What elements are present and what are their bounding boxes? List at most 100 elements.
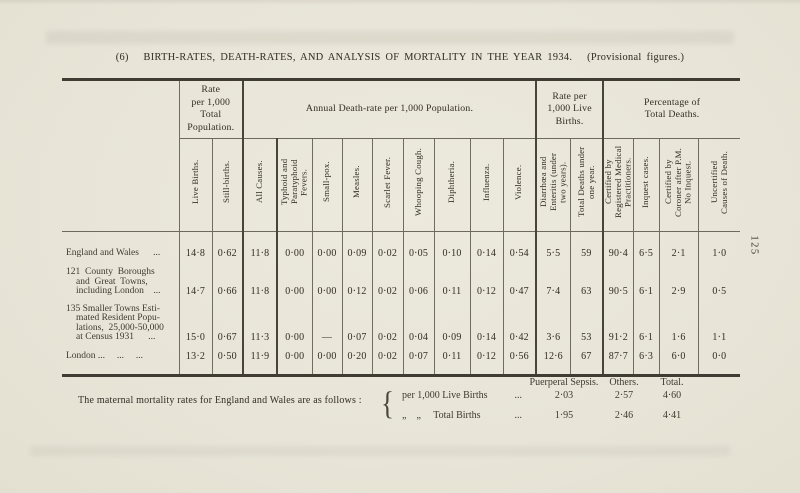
footnote-col-header-others: Others. <box>609 377 639 388</box>
column-header-influenza: Influenza. <box>469 138 504 232</box>
group-header-rate-per-1000-live-births: Rate per 1,000 Live Births. <box>535 81 604 139</box>
data-cell: 0·0 <box>697 346 741 374</box>
data-cell: 0·62 <box>211 231 244 264</box>
data-cell: 2·1 <box>658 231 699 264</box>
table-row-england-and-wales: England and Wales ... 14·8 0·62 11·8 0·0… <box>62 231 741 264</box>
column-header-live-births: Live Births. <box>178 138 212 232</box>
data-cell: 6·5 <box>632 231 660 264</box>
vertical-label: Measles. <box>351 165 362 198</box>
table-corner-cell <box>62 81 179 232</box>
row-label-line: mated Resident Popu- <box>76 313 160 324</box>
column-header-whooping-cough: Whooping Cough. <box>402 138 435 232</box>
group-header-percentage-of-total-deaths: Percentage of Total Deaths. <box>602 81 741 139</box>
data-cell: 11·9 <box>242 346 278 374</box>
vertical-label: Scarlet Fever. <box>381 155 392 208</box>
row-label-line: 135 Smaller Towns Esti- <box>66 303 160 314</box>
vertical-label: Small-pox. <box>321 161 332 202</box>
data-cell: 6·0 <box>658 346 699 374</box>
table-row-smaller-towns: 135 Smaller Towns Esti- mated Resident P… <box>62 301 741 346</box>
data-cell: 6·1 <box>632 301 660 346</box>
data-cell: 2·9 <box>658 264 699 301</box>
data-cell: 11·8 <box>242 231 278 264</box>
column-header-certified-medical-practitioners: Certified by Registered Medical Practiti… <box>602 138 634 232</box>
data-cell: 2·46 <box>614 410 634 421</box>
column-header-scarlet-fever: Scarlet Fever. <box>371 138 404 232</box>
data-cell: 91·2 <box>602 301 634 346</box>
data-cell: 1·0 <box>697 231 741 264</box>
column-header-violence: Violence. <box>502 138 537 232</box>
data-cell: 0·54 <box>502 231 537 264</box>
row-label-line: 121 County Boroughs <box>66 267 155 278</box>
data-cell: 0·06 <box>402 264 435 301</box>
data-cell: 11·3 <box>242 301 278 346</box>
column-header-certified-coroner: Certified by Coroner after P.M. No Inque… <box>658 138 699 232</box>
footnote-intro-text: The maternal mortality rates for England… <box>78 395 362 406</box>
data-cell: 0·56 <box>502 346 537 374</box>
data-cell: 0·02 <box>371 264 404 301</box>
brace-glyph: { <box>381 385 394 421</box>
data-cell: 0·42 <box>502 301 537 346</box>
footnote-row-label-text: per 1,000 Live Births <box>402 390 488 401</box>
data-cell: — <box>311 301 343 346</box>
column-header-total-deaths-under-one-year: Total Deaths under one year. <box>569 138 604 232</box>
column-header-small-pox: Small-pox. <box>311 138 343 232</box>
vertical-label: Influenza. <box>480 162 491 201</box>
data-cell: 0·10 <box>433 231 471 264</box>
data-cell: 1·1 <box>697 301 741 346</box>
column-header-diphtheria: Diphtheria. <box>433 138 471 232</box>
data-cell: 1·95 <box>554 410 574 421</box>
vertical-label: Diphtheria. <box>446 160 457 203</box>
leader-dots: ... <box>514 410 523 421</box>
vertical-label: Violence. <box>513 163 524 200</box>
data-cell: 0·00 <box>311 231 343 264</box>
vertical-label: All Causes. <box>254 160 265 203</box>
data-cell: 15·0 <box>178 301 212 346</box>
data-cell: 87·7 <box>602 346 634 374</box>
data-cell: 0·00 <box>276 301 313 346</box>
data-cell: 12·6 <box>535 346 571 374</box>
vertical-label: Live Births. <box>189 159 200 204</box>
data-cell: 0·20 <box>341 346 373 374</box>
maternal-mortality-row-live-births: per 1,000 Live Births ... 2·03 2·57 4·60 <box>402 390 702 401</box>
vertical-label: Still-births. <box>221 160 232 203</box>
data-cell: 0·12 <box>469 264 504 301</box>
data-cell: 0·12 <box>469 346 504 374</box>
data-cell: 6·1 <box>632 264 660 301</box>
row-label-line: at Census 1931 ... <box>76 332 156 343</box>
row-label-england-and-wales: England and Wales ... <box>62 231 179 264</box>
data-cell: 4·60 <box>662 390 682 401</box>
data-cell: 1·6 <box>658 301 699 346</box>
data-cell: 67 <box>569 346 604 374</box>
leader-dots: ... <box>514 390 523 401</box>
data-cell: 0·47 <box>502 264 537 301</box>
data-cell: 53 <box>569 301 604 346</box>
scan-edge-shading <box>0 0 800 5</box>
row-label-line: lations, 25,000-50,000 <box>76 322 164 333</box>
data-cell: 0·66 <box>211 264 244 301</box>
data-cell: 3·6 <box>535 301 571 346</box>
vertical-label: Uncertified Causes of Death. <box>708 149 729 214</box>
data-cell: 0·04 <box>402 301 435 346</box>
row-label-smaller-towns: 135 Smaller Towns Esti- mated Resident P… <box>62 301 179 346</box>
mortality-statistics-table: Rate per 1,000 Total Population. Annual … <box>62 78 741 377</box>
data-cell: 0·09 <box>433 301 471 346</box>
column-header-uncertified-causes: Uncertified Causes of Death. <box>697 138 741 232</box>
data-cell: 2·03 <box>554 390 574 401</box>
data-cell: 0·67 <box>211 301 244 346</box>
data-cell: 2·57 <box>614 390 634 401</box>
data-cell: 0·00 <box>276 264 313 301</box>
footnote-header-spacer <box>402 377 528 388</box>
data-cell: 0·07 <box>402 346 435 374</box>
row-label-line: London ... ... ... <box>66 351 144 362</box>
row-label-line: England and Wales ... <box>66 248 161 259</box>
vertical-label: Diarrhœa and Enteritis (under two years)… <box>537 152 568 211</box>
maternal-mortality-header-row: Puerperal Sepsis. Others. Total. <box>402 377 702 388</box>
data-cell: 59 <box>569 231 604 264</box>
vertical-label: Whooping Cough. <box>412 147 423 216</box>
data-cell: 90·4 <box>602 231 634 264</box>
page-number: 125 <box>748 235 760 256</box>
page-title: (6) BIRTH-RATES, DEATH-RATES, AND ANALYS… <box>115 52 685 63</box>
data-cell: 11·8 <box>242 264 278 301</box>
footnote-col-header-total: Total. <box>660 377 684 388</box>
vertical-label: Typhoid and Paratyphoid Fevers. <box>279 158 309 205</box>
